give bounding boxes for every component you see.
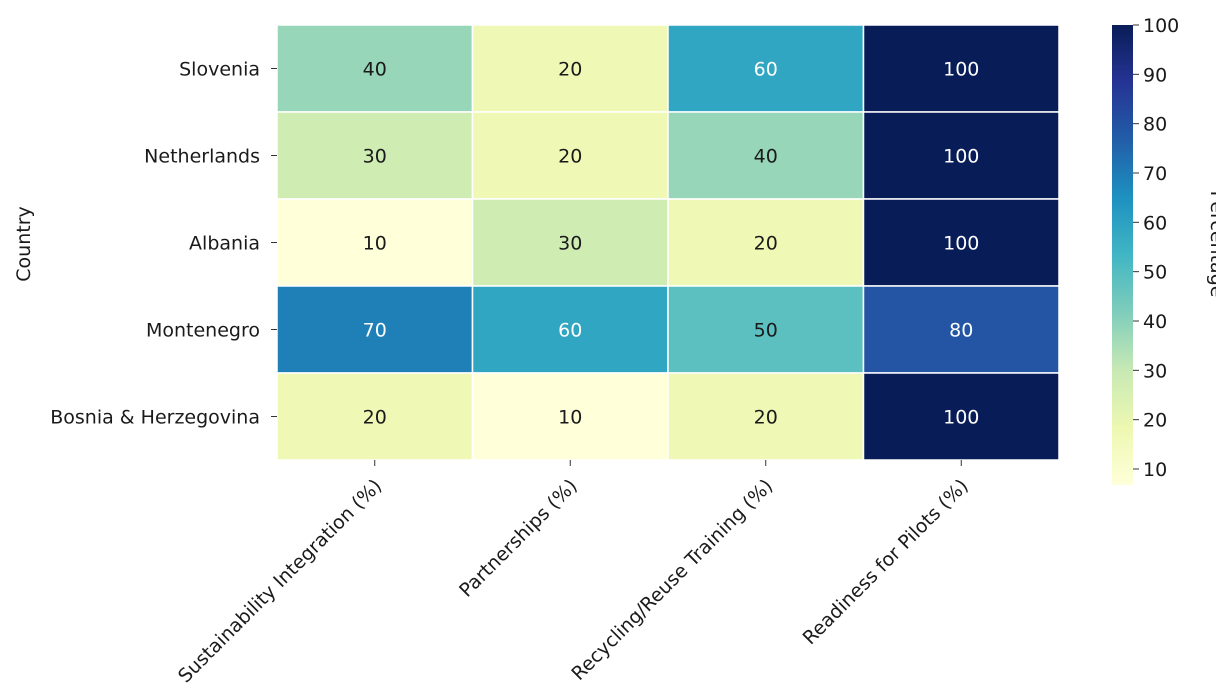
colorbar-gradient: [1112, 25, 1133, 485]
colorbar-tick-label: 30: [1143, 360, 1167, 382]
cell-value-label: 100: [943, 407, 979, 429]
cell-value-label: 60: [754, 59, 778, 81]
heatmap-cell: [862, 285, 1060, 374]
cell-value-label: 20: [363, 407, 387, 429]
row-label: Slovenia: [179, 59, 260, 81]
column-label: Recycling/Reuse Training (%): [567, 475, 777, 685]
cell-value-label: 70: [363, 320, 387, 342]
row-label: Albania: [189, 233, 260, 255]
colorbar-ticks: 10 20 30 40 50 60 70 80 90 100: [1133, 15, 1179, 481]
cell-value-label: 100: [943, 146, 979, 168]
colorbar: 10 20 30 40 50 60 70 80 90 100 Percentage: [1112, 15, 1216, 485]
column-labels: Sustainability Integration (%) Partnershi…: [174, 460, 973, 687]
heatmap-cell: [276, 24, 474, 113]
heatmap-cell: [471, 198, 669, 287]
y-axis-label: Country: [13, 206, 35, 281]
colorbar-tick-label: 70: [1143, 163, 1167, 185]
heatmap-cell: [862, 198, 1060, 287]
cell-value-label: 40: [363, 59, 387, 81]
heatmap-cell: [471, 285, 669, 374]
cell-value-label: 10: [558, 407, 582, 429]
heatmap-cell: [862, 111, 1060, 200]
cell-value-label: 10: [363, 233, 387, 255]
row-labels: Slovenia Netherlands Albania Montenegro Bosn…: [50, 59, 277, 429]
heatmap-cell: [471, 372, 669, 461]
column-label: Readiness for Pilots (%): [799, 475, 973, 649]
colorbar-tick-label: 80: [1143, 114, 1167, 136]
row-label: Netherlands: [144, 146, 260, 168]
cell-value-label: 100: [943, 233, 979, 255]
heatmap-cell: [276, 285, 474, 374]
row-label: Montenegro: [146, 320, 260, 342]
cell-value-label: 30: [558, 233, 582, 255]
heatmap-cell: [471, 24, 669, 113]
colorbar-tick-label: 40: [1143, 311, 1167, 333]
cell-value-label: 50: [754, 320, 778, 342]
cell-value-label: 30: [363, 146, 387, 168]
heatmap-cell: [862, 24, 1060, 113]
colorbar-tick-label: 10: [1143, 459, 1167, 481]
heatmap-cell: [471, 111, 669, 200]
column-label: Partnerships (%): [455, 475, 582, 602]
cell-value-label: 40: [754, 146, 778, 168]
cell-value-label: 60: [558, 320, 582, 342]
colorbar-tick-label: 60: [1143, 212, 1167, 234]
cell-value-label: 20: [754, 407, 778, 429]
colorbar-label: Percentage: [1206, 191, 1216, 298]
heatmap-cell: [667, 24, 865, 113]
heatmap-cell: [667, 372, 865, 461]
colorbar-tick-label: 100: [1143, 15, 1179, 37]
colorbar-tick-label: 20: [1143, 410, 1167, 432]
cell-value-label: 100: [943, 59, 979, 81]
row-label: Bosnia & Herzegovina: [50, 407, 260, 429]
colorbar-tick-label: 90: [1143, 64, 1167, 86]
heatmap-cells: 40 20 60 100 30 20 40 100 10 30 20 100 70 60 50 80 20 10 2…: [276, 24, 1060, 461]
heatmap-cell: [862, 372, 1060, 461]
column-label: Sustainability Integration (%): [174, 475, 386, 687]
heatmap-cell: [276, 372, 474, 461]
cell-value-label: 20: [754, 233, 778, 255]
colorbar-tick-label: 50: [1143, 262, 1167, 284]
cell-value-label: 20: [558, 59, 582, 81]
cell-value-label: 20: [558, 146, 582, 168]
cell-value-label: 80: [949, 320, 973, 342]
heatmap-cell: [276, 111, 474, 200]
